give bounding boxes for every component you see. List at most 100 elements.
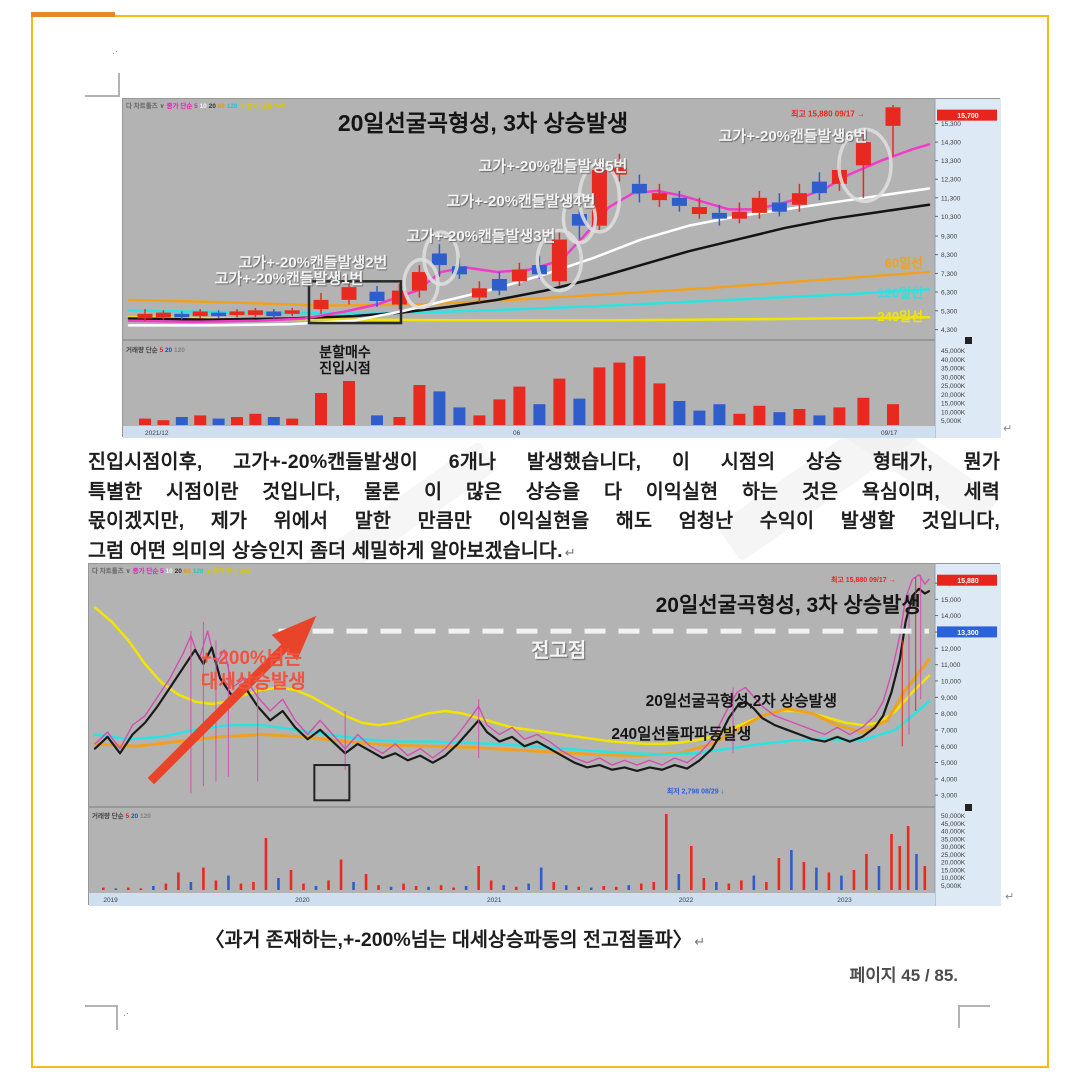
volume-tick-label: 25,000K <box>941 383 966 390</box>
highlight-circle <box>577 162 622 234</box>
pane-splitter-handle <box>965 804 972 811</box>
inline-image-return-mark: ↵ <box>1005 891 1015 903</box>
legend-segment: 거래량 단순 <box>126 347 160 354</box>
candle-body <box>369 291 385 302</box>
surge-arrow <box>147 615 317 785</box>
candle-body <box>174 313 190 318</box>
ma-line <box>127 203 931 321</box>
volume-bar <box>906 826 910 890</box>
paragraph-return-mark: ↵ <box>564 544 576 560</box>
volume-bar <box>427 886 430 890</box>
volume-bar <box>564 885 568 890</box>
candle-body <box>229 311 245 315</box>
text-boundary-corner-mark <box>85 1005 118 1030</box>
volume-bar <box>915 854 918 890</box>
price-tick-label: 10,000 <box>941 678 961 685</box>
candle-body <box>431 253 447 266</box>
chart-legend: 다 차트툴즈 ∨ 종가 단순 5 10 20 60 120 ∨ 종가 단순 24… <box>92 565 251 575</box>
price-tick-label: 15,000 <box>941 597 961 604</box>
candle-body <box>341 287 357 300</box>
date-tick-label: 2021/12 <box>145 430 169 437</box>
volume-bar <box>652 882 656 890</box>
volume-bar <box>453 407 466 425</box>
candle-body <box>192 311 208 317</box>
price-tick-label: 6,000 <box>941 744 958 751</box>
volume-bar <box>102 887 105 890</box>
date-axis-strip <box>89 893 935 906</box>
legend-segment: 5 <box>125 813 131 820</box>
price-tick-label: 14,300 <box>941 140 961 147</box>
volume-bar <box>702 878 706 890</box>
candle-body <box>711 212 727 219</box>
high-price-label: 최고 15,880 09/17 → <box>831 575 896 584</box>
volume-bar <box>477 866 480 890</box>
candle-body <box>731 211 747 219</box>
volume-bar <box>765 882 768 890</box>
chart-annotation: 고가+-20%캔들발생3번 <box>407 228 556 245</box>
volume-bar <box>733 413 746 425</box>
inline-image-return-mark: ↵ <box>1003 423 1013 435</box>
body-line-text: 그럼 어떤 의미의 상승인지 좀더 세밀하게 알아보겠습니다. <box>88 539 563 562</box>
volume-bar <box>715 882 718 890</box>
volume-tick-label: 5,000K <box>941 418 962 425</box>
candle-body <box>885 107 901 126</box>
legend-segment: ∨ 종가 단순 240 <box>239 103 285 110</box>
price-axis-panel <box>935 564 1001 906</box>
legend-segment: 20 <box>208 103 218 110</box>
legend-segment: 거래량 단순 <box>92 813 126 820</box>
volume-bar <box>277 878 280 890</box>
date-tick-label: 2021 <box>487 897 502 904</box>
ma-label: 120일선 <box>877 286 923 301</box>
price-tick-label: 5,000 <box>941 760 958 767</box>
volume-bar <box>923 866 927 890</box>
volume-bar <box>194 415 207 425</box>
surge-label: +-200%넘는 <box>201 647 302 669</box>
volume-bar <box>753 405 766 425</box>
volume-tick-label: 40,000K <box>941 829 966 836</box>
date-axis-strip <box>123 426 935 438</box>
body-paragraph: 진입시점이후, 고가+-20%캔들발생이 6개나 발생했습니다, 이 시점의 상… <box>88 448 1000 566</box>
price-ma-line <box>93 700 931 756</box>
volume-bar <box>352 882 355 890</box>
candle-body <box>391 290 407 305</box>
volume-bar <box>639 883 643 890</box>
volume-bar <box>152 886 155 890</box>
volume-bar <box>227 875 230 890</box>
volume-bar <box>677 874 681 890</box>
price-tick-label: 3,000 <box>941 793 958 800</box>
volume-bar <box>673 401 686 425</box>
price-tick-label: 9,000 <box>941 695 958 702</box>
volume-bar <box>793 409 806 425</box>
candle-body <box>855 142 871 166</box>
legend-segment: 다 차트툴즈 ∨ <box>126 103 167 110</box>
legend-segment: ∨ 종가 단순 240 <box>205 568 251 575</box>
volume-bar <box>602 886 606 890</box>
price-tick-label: 6,300 <box>941 289 958 296</box>
candle-body <box>811 181 827 194</box>
chart-annotation: 240일선돌파파동발생 <box>611 725 751 743</box>
volume-tick-label: 10,000K <box>941 875 966 882</box>
body-line: 특별한 시점이란 것입니다, 물론 이 많은 상승을 다 이익실현 하는 것은 … <box>88 480 1000 503</box>
volume-bar <box>264 838 268 890</box>
legend-segment: 120 <box>139 813 151 820</box>
price-tick-label: 15,300 <box>941 121 961 128</box>
price-badge-label: 13,300 <box>957 630 979 637</box>
volume-bar <box>371 415 383 425</box>
volume-tick-label: 45,000K <box>941 821 966 828</box>
volume-bar <box>473 415 486 425</box>
volume-bar <box>898 846 902 890</box>
volume-bar <box>865 854 868 890</box>
volume-tick-label: 15,000K <box>941 867 966 874</box>
volume-bar <box>127 887 130 890</box>
volume-bar <box>713 404 726 425</box>
surge-label: 대세상승발생 <box>201 671 306 693</box>
candle-body <box>137 313 153 319</box>
volume-tick-label: 30,000K <box>941 374 966 381</box>
candle-body <box>651 193 667 201</box>
legend-segment: 20 <box>130 813 140 820</box>
volume-bar <box>593 367 606 425</box>
volume-bar <box>857 397 870 425</box>
price-tick-label: 13,300 <box>941 158 961 165</box>
volume-bar <box>527 883 530 890</box>
volume-bar <box>552 882 555 890</box>
